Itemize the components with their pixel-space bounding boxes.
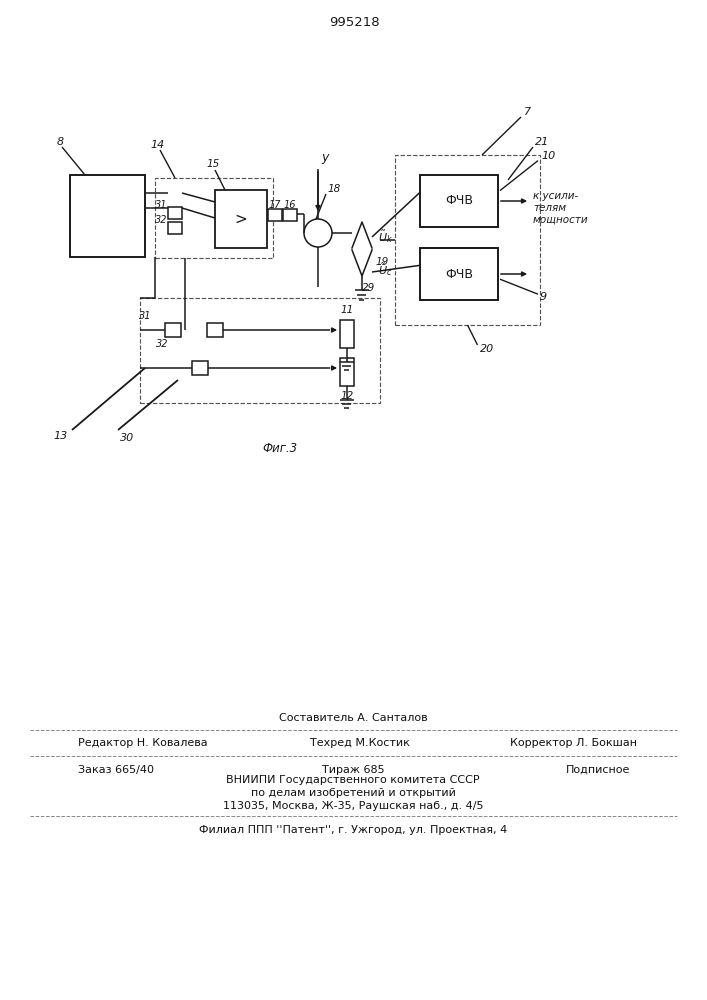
Text: 21: 21: [535, 137, 549, 147]
Circle shape: [304, 219, 332, 247]
Text: $\tilde{U}_c$: $\tilde{U}_c$: [378, 262, 392, 278]
Bar: [283, 209, 297, 221]
Text: ВНИИПИ Государственного комитета СССР: ВНИИПИ Государственного комитета СССР: [226, 775, 480, 785]
Text: 995218: 995218: [329, 15, 380, 28]
Bar: [420, 248, 498, 300]
Bar: [165, 323, 181, 337]
Text: 13: 13: [54, 431, 68, 441]
Text: $\tilde{U}_k$: $\tilde{U}_k$: [378, 229, 393, 245]
Text: 20: 20: [479, 344, 493, 354]
Text: к усили-
телям
мощности: к усили- телям мощности: [533, 191, 589, 224]
Text: 32: 32: [156, 339, 168, 349]
Text: 19: 19: [376, 257, 390, 267]
Text: 10: 10: [541, 151, 555, 161]
Text: 32: 32: [155, 215, 167, 225]
Text: ФЧВ: ФЧВ: [445, 267, 473, 280]
Bar: [140, 298, 380, 403]
Text: ФЧВ: ФЧВ: [445, 194, 473, 208]
Text: Заказ 665/40: Заказ 665/40: [78, 765, 154, 775]
Bar: [207, 323, 223, 337]
Bar: [420, 175, 498, 227]
Bar: [268, 209, 282, 221]
Text: 17: 17: [269, 200, 281, 210]
Bar: [168, 207, 182, 219]
Text: по делам изобретений и открытий: по делам изобретений и открытий: [250, 788, 455, 798]
Text: 16: 16: [284, 200, 296, 210]
Text: 8: 8: [57, 137, 64, 147]
Text: Составитель А. Санталов: Составитель А. Санталов: [279, 713, 427, 723]
Text: y: y: [321, 151, 328, 164]
Bar: [168, 222, 182, 234]
Bar: [395, 155, 540, 325]
Text: Тираж 685: Тираж 685: [322, 765, 385, 775]
Text: 18: 18: [328, 184, 341, 194]
Text: 14: 14: [151, 140, 165, 150]
Bar: [340, 358, 354, 386]
Bar: [340, 320, 354, 348]
Text: 15: 15: [206, 159, 220, 169]
Bar: [215, 190, 267, 248]
Text: Техред М.Костик: Техред М.Костик: [310, 738, 410, 748]
Bar: [192, 361, 208, 375]
Text: 11: 11: [340, 305, 354, 315]
Text: 12: 12: [340, 391, 354, 401]
Text: 31: 31: [139, 311, 151, 321]
Text: 29: 29: [362, 283, 375, 293]
Bar: [155, 178, 273, 258]
Text: 9: 9: [540, 292, 547, 302]
Text: >: >: [235, 212, 247, 227]
Text: 7: 7: [524, 107, 531, 117]
Text: 30: 30: [120, 433, 134, 443]
Text: 31: 31: [155, 200, 167, 210]
Text: Корректор Л. Бокшан: Корректор Л. Бокшан: [510, 738, 637, 748]
Bar: [70, 175, 145, 257]
Text: Редактор Н. Ковалева: Редактор Н. Ковалева: [78, 738, 208, 748]
Text: Подписное: Подписное: [566, 765, 630, 775]
Text: 113035, Москва, Ж-35, Раушская наб., д. 4/5: 113035, Москва, Ж-35, Раушская наб., д. …: [223, 801, 484, 811]
Text: Филиал ППП ''Патент'', г. Ужгород, ул. Проектная, 4: Филиал ППП ''Патент'', г. Ужгород, ул. П…: [199, 825, 507, 835]
Text: Фиг.3: Фиг.3: [262, 442, 298, 454]
